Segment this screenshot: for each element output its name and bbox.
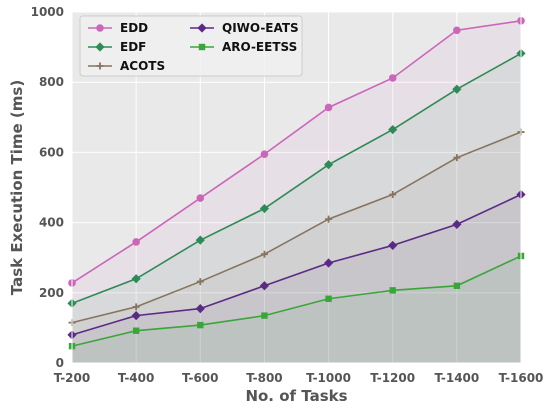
x-tick-label: T-1400: [434, 371, 479, 385]
series-line-1: [71, 19, 522, 284]
data-point: [260, 150, 269, 158]
legend-marker: [198, 43, 206, 51]
series-line-5: [71, 255, 522, 347]
legend-label: EDD: [120, 21, 148, 35]
legend-label: EDF: [120, 40, 146, 54]
x-tick-label: T-200: [54, 371, 90, 385]
legend-marker: [197, 23, 207, 33]
y-axis-title: Task Execution Time (ms): [8, 80, 26, 295]
legend-marker: [96, 62, 104, 70]
data-point: [388, 124, 398, 135]
data-point: [195, 235, 205, 245]
x-tick-label: T-400: [118, 371, 154, 385]
series-fill-5: [72, 255, 521, 363]
data-point: [131, 311, 141, 321]
series-fill-3: [72, 132, 521, 363]
data-point: [388, 240, 398, 251]
legend-marker: [95, 42, 105, 52]
data-point: [323, 160, 334, 170]
data-point: [132, 238, 140, 246]
series-fill-4: [72, 194, 521, 363]
data-point: [389, 287, 396, 294]
series-fill-1: [72, 20, 521, 364]
y-tick-label: 1000: [31, 5, 64, 19]
plot-frame: [71, 11, 522, 364]
y-tick-label: 600: [39, 145, 64, 159]
data-point: [389, 191, 397, 199]
data-point: [131, 274, 141, 284]
data-point: [453, 282, 461, 289]
data-point: [197, 321, 204, 329]
data-point: [452, 84, 462, 94]
data-point: [453, 154, 461, 162]
data-point: [325, 295, 332, 302]
series-fill-2: [72, 53, 521, 363]
legend-marker: [96, 24, 104, 32]
legend-label: ARO-EETSS: [222, 40, 297, 54]
legend-box: [79, 15, 303, 77]
data-point: [259, 281, 270, 291]
series-line-3: [71, 131, 522, 324]
y-tick-label: 400: [39, 216, 64, 230]
data-point: [325, 215, 333, 223]
data-point: [196, 194, 205, 202]
x-tick-label: T-1600: [499, 371, 544, 385]
x-axis-title: No. of Tasks: [245, 387, 347, 405]
data-point: [132, 327, 140, 334]
data-point: [388, 74, 397, 82]
data-point: [261, 312, 268, 319]
data-point: [260, 250, 268, 258]
y-tick-label: 200: [39, 286, 64, 300]
data-point: [195, 303, 205, 314]
y-tick-label: 0: [56, 356, 64, 370]
data-point: [452, 219, 462, 229]
data-point: [196, 278, 204, 286]
series-line-4: [71, 193, 522, 336]
x-tick-label: T-600: [182, 371, 218, 385]
data-point: [323, 258, 334, 268]
legend-label: QIWO-EATS: [222, 21, 299, 35]
data-point: [259, 203, 270, 214]
series-line-2: [71, 52, 522, 305]
legend-label: ACOTS: [120, 59, 165, 73]
x-tick-label: T-1000: [306, 371, 351, 385]
x-tick-label: T-800: [246, 371, 282, 385]
data-point: [453, 26, 461, 35]
x-tick-label: T-1200: [370, 371, 415, 385]
data-point: [324, 103, 333, 112]
data-point: [132, 303, 140, 311]
y-tick-label: 800: [39, 75, 64, 89]
